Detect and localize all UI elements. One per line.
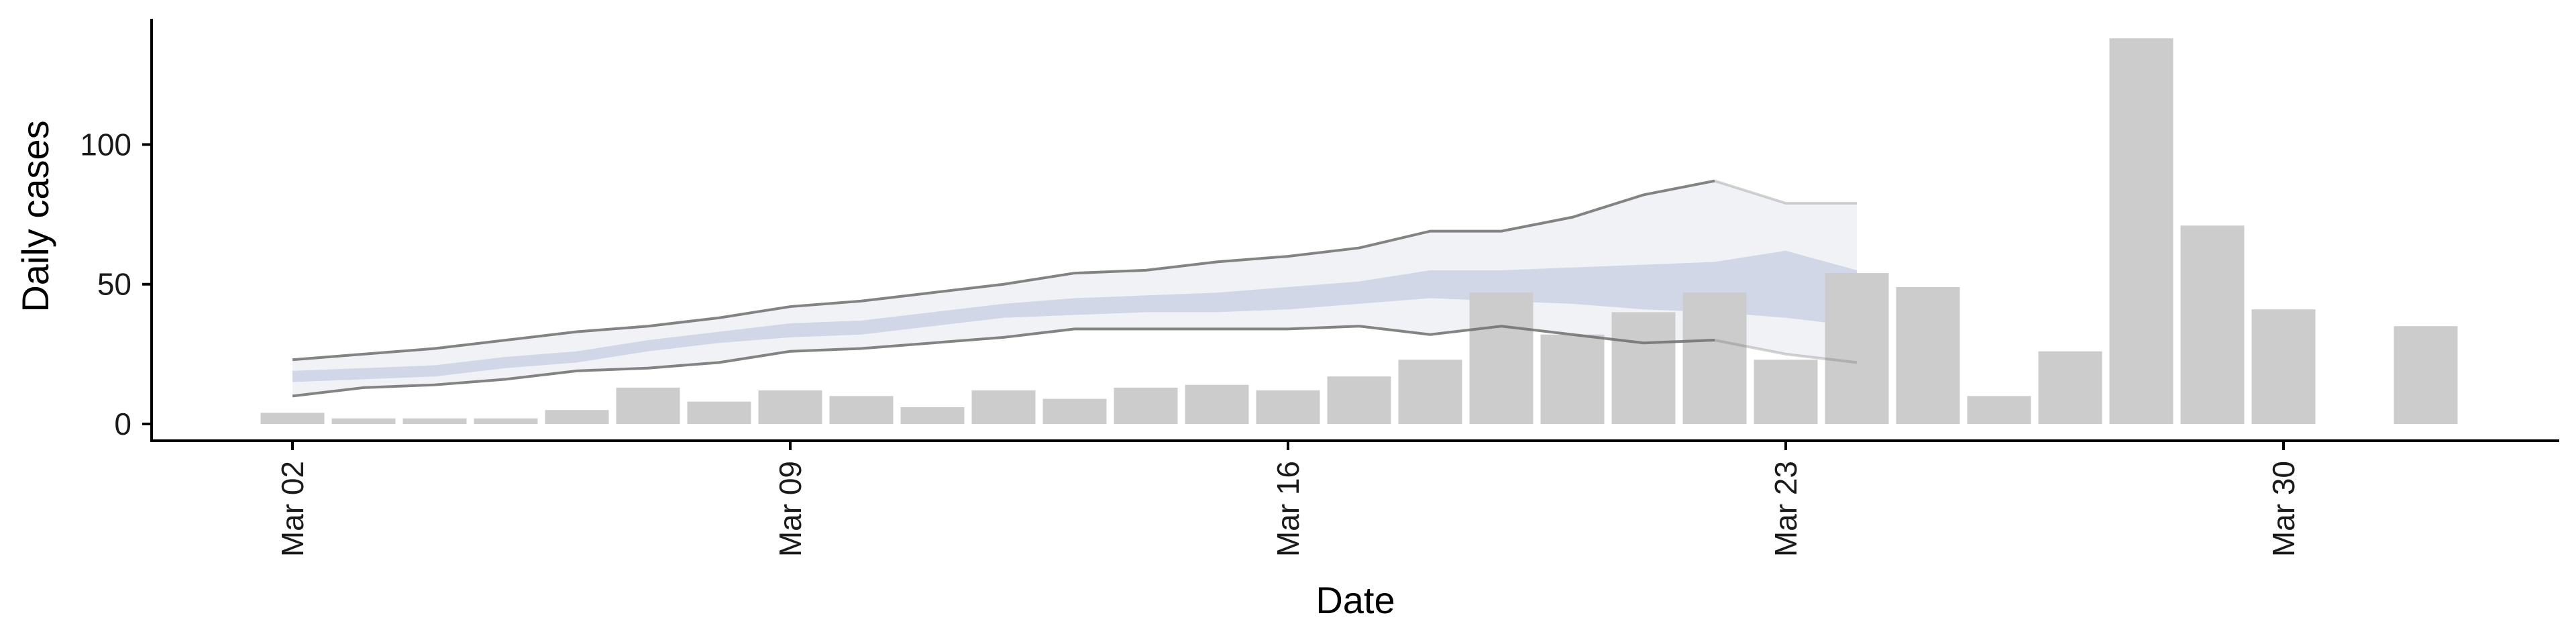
estimate-band-50 bbox=[292, 250, 1857, 382]
bar-mar-30 bbox=[2251, 309, 2316, 425]
estimate-band-edges bbox=[292, 179, 1858, 398]
bar-mar-22 bbox=[1682, 292, 1747, 425]
bar-mar-04 bbox=[402, 418, 467, 425]
bar-mar-29 bbox=[2180, 225, 2245, 425]
bar-mar-10 bbox=[829, 396, 894, 425]
bar-mar-28 bbox=[2109, 38, 2174, 425]
estimate-upper-line bbox=[292, 179, 1715, 362]
bar-mar-15 bbox=[1185, 384, 1249, 425]
bar-mar-12 bbox=[971, 390, 1036, 425]
bar-mar-06 bbox=[545, 410, 609, 425]
x-tick-label: Mar 30 bbox=[2266, 461, 2301, 557]
bar-mar-25 bbox=[1896, 286, 1960, 425]
case-bars bbox=[260, 38, 2458, 425]
bar-mar-20 bbox=[1540, 334, 1605, 425]
bar-mar-26 bbox=[1967, 396, 2031, 425]
y-tick-label: 0 bbox=[114, 407, 131, 441]
bar-mar-19 bbox=[1469, 292, 1534, 425]
y-tick-label: 100 bbox=[80, 127, 131, 162]
bar-mar-02 bbox=[260, 413, 325, 425]
x-tick-label: Mar 16 bbox=[1271, 461, 1305, 557]
bar-mar-13 bbox=[1042, 398, 1107, 425]
bar-mar-18 bbox=[1398, 360, 1462, 425]
bar-mar-09 bbox=[758, 390, 822, 425]
bar-apr-01 bbox=[2394, 326, 2458, 425]
bar-mar-08 bbox=[687, 401, 751, 425]
estimate-lower-line bbox=[292, 325, 1715, 398]
bar-mar-14 bbox=[1114, 387, 1178, 425]
x-axis-title: Date bbox=[1316, 579, 1395, 621]
bar-mar-11 bbox=[900, 407, 965, 425]
x-tick-label: Mar 02 bbox=[275, 461, 310, 557]
bar-mar-23 bbox=[1754, 360, 1818, 425]
estimate-lower-line-tail bbox=[1714, 339, 1858, 364]
bar-mar-27 bbox=[2038, 351, 2102, 425]
estimate-bands bbox=[292, 180, 1857, 396]
bar-mar-07 bbox=[616, 387, 680, 425]
y-tick-label: 50 bbox=[97, 267, 131, 302]
bar-mar-05 bbox=[474, 418, 538, 425]
estimate-upper-line-tail bbox=[1714, 179, 1857, 205]
y-axis: 0 50 100 bbox=[80, 19, 153, 441]
bar-mar-03 bbox=[331, 418, 396, 425]
y-axis-title: Daily cases bbox=[14, 120, 56, 312]
x-tick-label: Mar 09 bbox=[773, 461, 808, 557]
x-tick-label: Mar 23 bbox=[1768, 461, 1803, 557]
bar-mar-21 bbox=[1611, 312, 1676, 425]
bar-mar-24 bbox=[1825, 273, 1889, 425]
x-axis: Mar 02 Mar 09 Mar 16 Mar 23 Mar 30 bbox=[150, 439, 2559, 557]
bar-mar-16 bbox=[1256, 390, 1320, 425]
bar-mar-17 bbox=[1327, 376, 1391, 425]
